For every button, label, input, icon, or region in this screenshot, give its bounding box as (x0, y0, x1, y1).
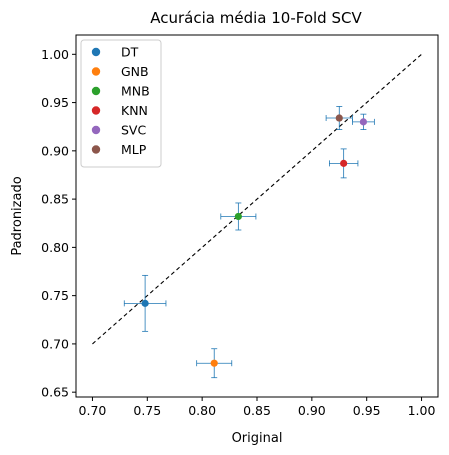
legend-label: SVC (121, 123, 146, 138)
reference-line (92, 53, 422, 345)
y-tick-label: 0.95 (41, 95, 69, 110)
y-tick-label: 0.70 (41, 336, 69, 351)
x-axis-label: Original (232, 431, 283, 446)
legend-label: MNB (121, 84, 150, 99)
series-mnb (220, 202, 257, 231)
chart-title: Acurácia média 10-Fold SCV (150, 9, 362, 27)
series-knn (328, 148, 359, 179)
x-tick-label: 0.95 (353, 403, 381, 418)
x-tick-label: 1.00 (408, 403, 436, 418)
legend-label: GNB (121, 64, 149, 79)
legend-label: DT (121, 45, 139, 60)
legend-marker (91, 67, 101, 76)
x-tick-label: 0.75 (133, 403, 161, 418)
x-tick-label: 0.70 (79, 403, 107, 418)
legend-marker (91, 145, 101, 154)
y-tick-label: 0.80 (41, 240, 69, 255)
y-axis-label: Padronizado (10, 176, 25, 255)
legend: DT GNB MNB KNN SVC MLP (80, 39, 162, 168)
series-gnb (196, 348, 233, 379)
legend-marker (91, 86, 101, 96)
data-point (359, 118, 368, 126)
x-tick-label: 0.90 (298, 403, 326, 418)
data-point (234, 212, 242, 221)
legend-label: MLP (121, 142, 147, 157)
y-tick-label: 0.75 (41, 288, 69, 303)
data-point (141, 299, 149, 307)
legend-marker (91, 47, 101, 57)
series-mlp (325, 106, 353, 131)
series-svc (352, 113, 375, 131)
legend-label: KNN (121, 103, 148, 118)
data-point (210, 359, 218, 367)
y-tick-label: 0.90 (41, 143, 69, 158)
x-tick-label: 0.80 (188, 403, 216, 418)
y-tick-label: 0.65 (41, 385, 69, 400)
legend-box (80, 39, 162, 168)
y-tick-label: 0.85 (41, 192, 69, 207)
data-point (335, 114, 343, 122)
y-tick-label: 1.00 (41, 47, 69, 62)
data-point (340, 159, 348, 167)
legend-marker (91, 106, 101, 115)
legend-marker (91, 125, 101, 135)
series-dt (123, 274, 167, 332)
x-tick-label: 0.85 (243, 403, 271, 418)
